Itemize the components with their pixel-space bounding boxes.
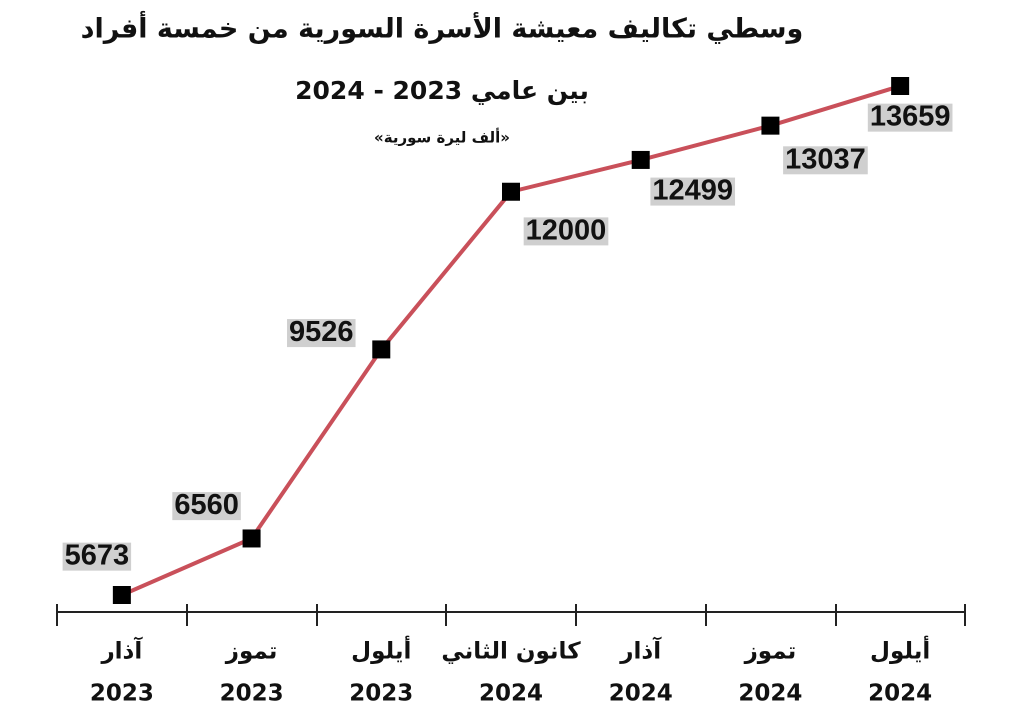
x-tick-label: آذار [619, 636, 662, 665]
x-tick-label: أيلول [351, 635, 411, 665]
x-tick-label: أيلول [870, 635, 930, 665]
value-label: 9526 [289, 316, 354, 348]
marker [242, 529, 261, 548]
marker [112, 586, 131, 604]
x-tick-year: 2024 [479, 681, 543, 707]
marker [631, 150, 650, 169]
value-label-bg [287, 319, 356, 348]
value-label-group: 12000 [523, 214, 609, 246]
marker [761, 116, 780, 135]
unit-note: «ألف ليرة سورية» [374, 128, 510, 147]
x-tick-year: 2023 [349, 681, 413, 707]
value-label: 12000 [526, 214, 607, 246]
value-label: 6560 [174, 489, 239, 521]
value-label: 12499 [652, 175, 733, 207]
value-label-group: 13659 [867, 101, 953, 133]
chart-title: وسطي تكاليف معيشة الأسرة السورية من خمسة… [81, 11, 804, 45]
value-label-bg [523, 217, 609, 246]
value-label: 13037 [785, 143, 866, 175]
x-tick-year: 2024 [738, 681, 802, 707]
x-tick-label: آذار [100, 636, 143, 665]
value-label-bg [783, 146, 868, 175]
value-label: 13659 [870, 101, 951, 133]
value-label-bg [867, 103, 953, 132]
value-label-bg [172, 492, 241, 521]
x-tick-year: 2024 [609, 681, 673, 707]
x-tick-year: 2024 [868, 681, 932, 707]
x-tick-label: تموز [744, 639, 797, 665]
x-tick-label: كانون الثاني [441, 639, 581, 665]
value-label-bg [650, 177, 736, 206]
x-tick-year: 2023 [90, 681, 154, 707]
x-axis [56, 604, 966, 626]
marker [891, 77, 910, 95]
value-label-group: 13037 [783, 143, 868, 175]
value-label-group: 6560 [172, 489, 241, 521]
marker [372, 340, 391, 359]
chart-subtitle: بين عامي 2023 - 2024 [295, 76, 589, 106]
x-tick-label: تموز [225, 639, 278, 665]
value-label-bg [62, 542, 132, 571]
value-label-group: 5673 [62, 540, 132, 572]
x-tick-year: 2023 [220, 681, 284, 707]
value-label: 5673 [65, 540, 130, 572]
value-label-group: 9526 [287, 316, 356, 348]
value-label-group: 12499 [650, 175, 736, 207]
marker [502, 182, 520, 201]
